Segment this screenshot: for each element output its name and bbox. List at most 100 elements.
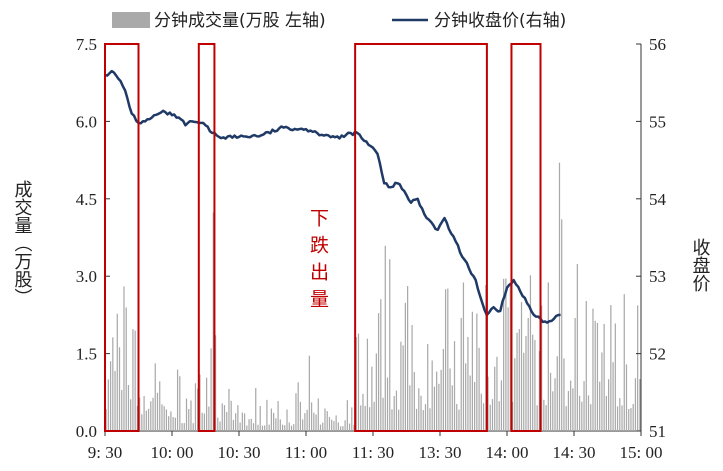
- left-tick-label: 0.0: [76, 422, 97, 441]
- x-tick-label: 14: 00: [486, 443, 529, 462]
- volume-bar: [154, 363, 156, 431]
- volume-bar: [603, 323, 605, 431]
- volume-bar: [172, 417, 174, 431]
- volume-bar: [552, 391, 554, 431]
- volume-bar: [264, 425, 266, 431]
- volume-bar: [469, 375, 471, 431]
- volume-bar: [179, 376, 181, 431]
- volume-bar: [402, 345, 404, 431]
- volume-bar: [268, 424, 270, 431]
- left-tick-label: 6.0: [76, 112, 97, 131]
- volume-bar: [161, 404, 163, 431]
- volume-bar: [565, 406, 567, 431]
- volume-bar: [525, 336, 527, 431]
- volume-bar: [212, 212, 214, 431]
- volume-bar: [578, 395, 581, 431]
- left-tick-label: 4.5: [76, 190, 97, 209]
- volume-bar: [415, 408, 418, 431]
- volume-bar: [462, 282, 465, 431]
- volume-bar: [118, 347, 121, 431]
- volume-bar: [217, 417, 219, 431]
- volume-bar: [302, 419, 304, 431]
- volume-bar: [639, 379, 641, 431]
- volume-bar: [632, 403, 634, 431]
- volume-bar: [605, 396, 607, 431]
- volume-bar: [346, 400, 348, 431]
- volume-bar: [505, 278, 507, 431]
- volume-bar: [221, 403, 223, 431]
- volume-bar: [440, 369, 442, 431]
- volume-bar: [357, 333, 360, 431]
- volume-bar: [304, 413, 306, 431]
- volume-bar: [132, 329, 134, 431]
- highlight-window: [510, 43, 542, 432]
- volume-bar: [192, 423, 194, 431]
- left-tick-label: 3.0: [76, 267, 97, 286]
- volume-bar: [596, 322, 599, 431]
- volume-bar: [324, 408, 326, 431]
- x-tick-label: 13: 30: [419, 443, 462, 462]
- volume-bar: [366, 338, 369, 431]
- volume-bar: [409, 385, 411, 431]
- right-axis-ticks: 51 52 53 54 55 56: [636, 35, 667, 441]
- volume-bar: [574, 317, 576, 431]
- volume-bar: [599, 381, 601, 431]
- volume-bar: [246, 425, 248, 431]
- volume-bar: [386, 377, 389, 431]
- volume-bar: [230, 400, 232, 431]
- volume-bar: [112, 337, 114, 431]
- volume-bar: [313, 412, 315, 431]
- volume-bar: [279, 419, 281, 431]
- volume-bar: [382, 397, 384, 431]
- legend-volume-swatch: [112, 12, 150, 28]
- volume-bar: [134, 330, 136, 431]
- volume-bar: [355, 337, 357, 431]
- volume-bar: [460, 317, 462, 431]
- volume-bar: [286, 409, 288, 431]
- volume-bar: [315, 414, 317, 431]
- volume-bar: [608, 379, 610, 431]
- volume-bar: [503, 278, 505, 431]
- volume-bar: [127, 384, 130, 431]
- volume-bar: [185, 398, 188, 431]
- volume-bar: [581, 401, 583, 431]
- volume-bar: [429, 408, 431, 431]
- volume-bar: [259, 406, 261, 431]
- volume-bar: [371, 366, 373, 431]
- volume-bar: [554, 378, 556, 431]
- volume-bar: [257, 424, 259, 431]
- volume-bar: [411, 325, 413, 431]
- volume-bar: [465, 363, 467, 431]
- volume-bar: [534, 340, 536, 431]
- volume-bar: [369, 407, 371, 431]
- volume-bar: [199, 374, 201, 431]
- annotation-volume-on-decline: 下跌出量: [307, 208, 329, 316]
- volume-bar: [308, 355, 310, 431]
- volume-bar: [451, 385, 453, 431]
- volume-bar: [261, 425, 264, 431]
- volume-bar: [165, 409, 168, 431]
- volume-bar: [628, 408, 630, 431]
- volume-bar: [109, 361, 112, 431]
- volume-bar: [393, 395, 395, 431]
- volume-bar: [570, 380, 572, 431]
- volume-bar: [337, 422, 339, 431]
- volume-bar: [159, 381, 161, 431]
- volume-bar: [130, 399, 132, 431]
- volume-bar: [424, 404, 427, 431]
- volume-bar: [527, 318, 529, 431]
- volume-bar: [453, 341, 456, 431]
- volume-bar: [572, 388, 574, 431]
- volume-bar: [592, 308, 594, 431]
- volume-bar: [431, 360, 433, 431]
- volume-bar: [306, 409, 308, 431]
- volume-bar: [116, 313, 118, 431]
- volume-bar: [328, 417, 331, 431]
- volume-bar: [228, 388, 230, 431]
- volume-bar: [333, 421, 335, 431]
- volume-bar: [420, 395, 422, 431]
- volume-bar: [362, 393, 364, 431]
- volume-bar: [377, 313, 380, 431]
- volume-bar: [163, 406, 165, 431]
